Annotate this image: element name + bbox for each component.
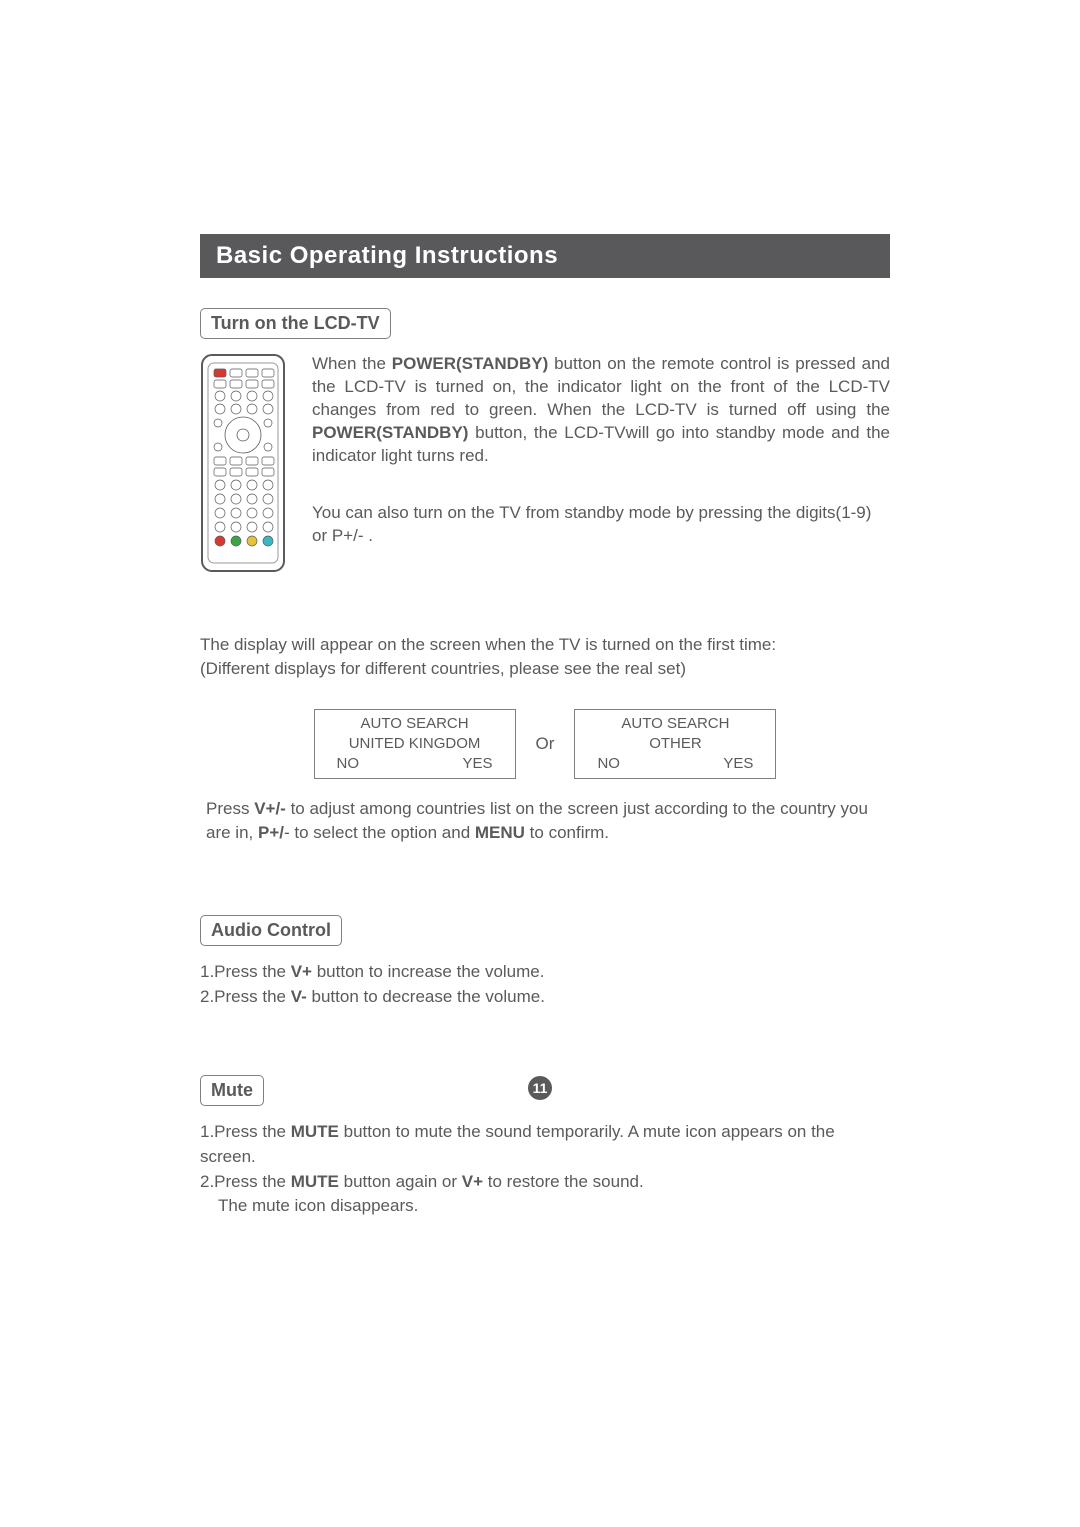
- audio-list: 1.Press the V+ button to increase the vo…: [200, 960, 890, 1009]
- bold: V+: [462, 1172, 483, 1191]
- or-text: Or: [536, 734, 555, 754]
- display-note: The display will appear on the screen wh…: [200, 633, 890, 681]
- turn-on-text: When the POWER(STANDBY) button on the re…: [312, 353, 890, 573]
- text: to confirm.: [525, 823, 609, 842]
- section-turn-on-label: Turn on the LCD-TV: [200, 308, 391, 339]
- no-label: NO: [337, 754, 360, 774]
- bold: MUTE: [291, 1122, 339, 1141]
- section-mute-label: Mute: [200, 1075, 264, 1106]
- turn-on-row: When the POWER(STANDBY) button on the re…: [200, 353, 890, 573]
- page: Basic Operating Instructions Turn on the…: [0, 0, 1080, 1527]
- turn-on-paragraph-2: You can also turn on the TV from standby…: [312, 502, 890, 548]
- mute-list: 1.Press the MUTE button to mute the soun…: [200, 1120, 890, 1219]
- text: button to decrease the volume.: [307, 987, 545, 1006]
- text: 1.Press the: [200, 962, 291, 981]
- text: When the: [312, 354, 392, 373]
- display-note-line-1: The display will appear on the screen wh…: [200, 633, 890, 657]
- auto-search-title: AUTO SEARCH: [315, 714, 515, 734]
- bold: MUTE: [291, 1172, 339, 1191]
- auto-search-row: AUTO SEARCH UNITED KINGDOM NO YES Or AUT…: [200, 709, 890, 780]
- text: to restore the sound.: [483, 1172, 644, 1191]
- text: 2.Press the: [200, 1172, 291, 1191]
- audio-line-1: 1.Press the V+ button to increase the vo…: [200, 960, 890, 985]
- bold: MENU: [475, 823, 525, 842]
- auto-search-subtitle: OTHER: [575, 734, 775, 754]
- text: - to select the option and: [284, 823, 475, 842]
- text: 2.Press the: [200, 987, 291, 1006]
- no-label: NO: [597, 754, 620, 774]
- text: 1.Press the: [200, 1122, 291, 1141]
- mute-line-2: 2.Press the MUTE button again or V+ to r…: [200, 1170, 890, 1195]
- text: Press: [206, 799, 254, 818]
- section-audio-label: Audio Control: [200, 915, 342, 946]
- bold: V-: [291, 987, 307, 1006]
- yes-label: YES: [463, 754, 493, 774]
- auto-search-box-right: AUTO SEARCH OTHER NO YES: [574, 709, 776, 780]
- bold: POWER(STANDBY): [392, 354, 548, 373]
- auto-search-box-left: AUTO SEARCH UNITED KINGDOM NO YES: [314, 709, 516, 780]
- yes-label: YES: [723, 754, 753, 774]
- audio-line-2: 2.Press the V- button to decrease the vo…: [200, 985, 890, 1010]
- turn-on-paragraph-1: When the POWER(STANDBY) button on the re…: [312, 353, 890, 468]
- display-note-line-2: (Different displays for different countr…: [200, 657, 890, 681]
- auto-search-title: AUTO SEARCH: [575, 714, 775, 734]
- title-bar: Basic Operating Instructions: [200, 234, 890, 278]
- text: button to increase the volume.: [312, 962, 544, 981]
- bold: P+/: [258, 823, 284, 842]
- bold: V+/-: [254, 799, 286, 818]
- mute-line-3: The mute icon disappears.: [200, 1194, 890, 1219]
- page-number-badge: 11: [528, 1076, 552, 1100]
- press-vpm-text: Press V+/- to adjust among countries lis…: [200, 797, 890, 845]
- bold: V+: [291, 962, 312, 981]
- text: button again or: [339, 1172, 462, 1191]
- mute-line-1: 1.Press the MUTE button to mute the soun…: [200, 1120, 890, 1169]
- bold: POWER(STANDBY): [312, 423, 468, 442]
- remote-control-icon: [200, 353, 286, 573]
- auto-search-subtitle: UNITED KINGDOM: [315, 734, 515, 754]
